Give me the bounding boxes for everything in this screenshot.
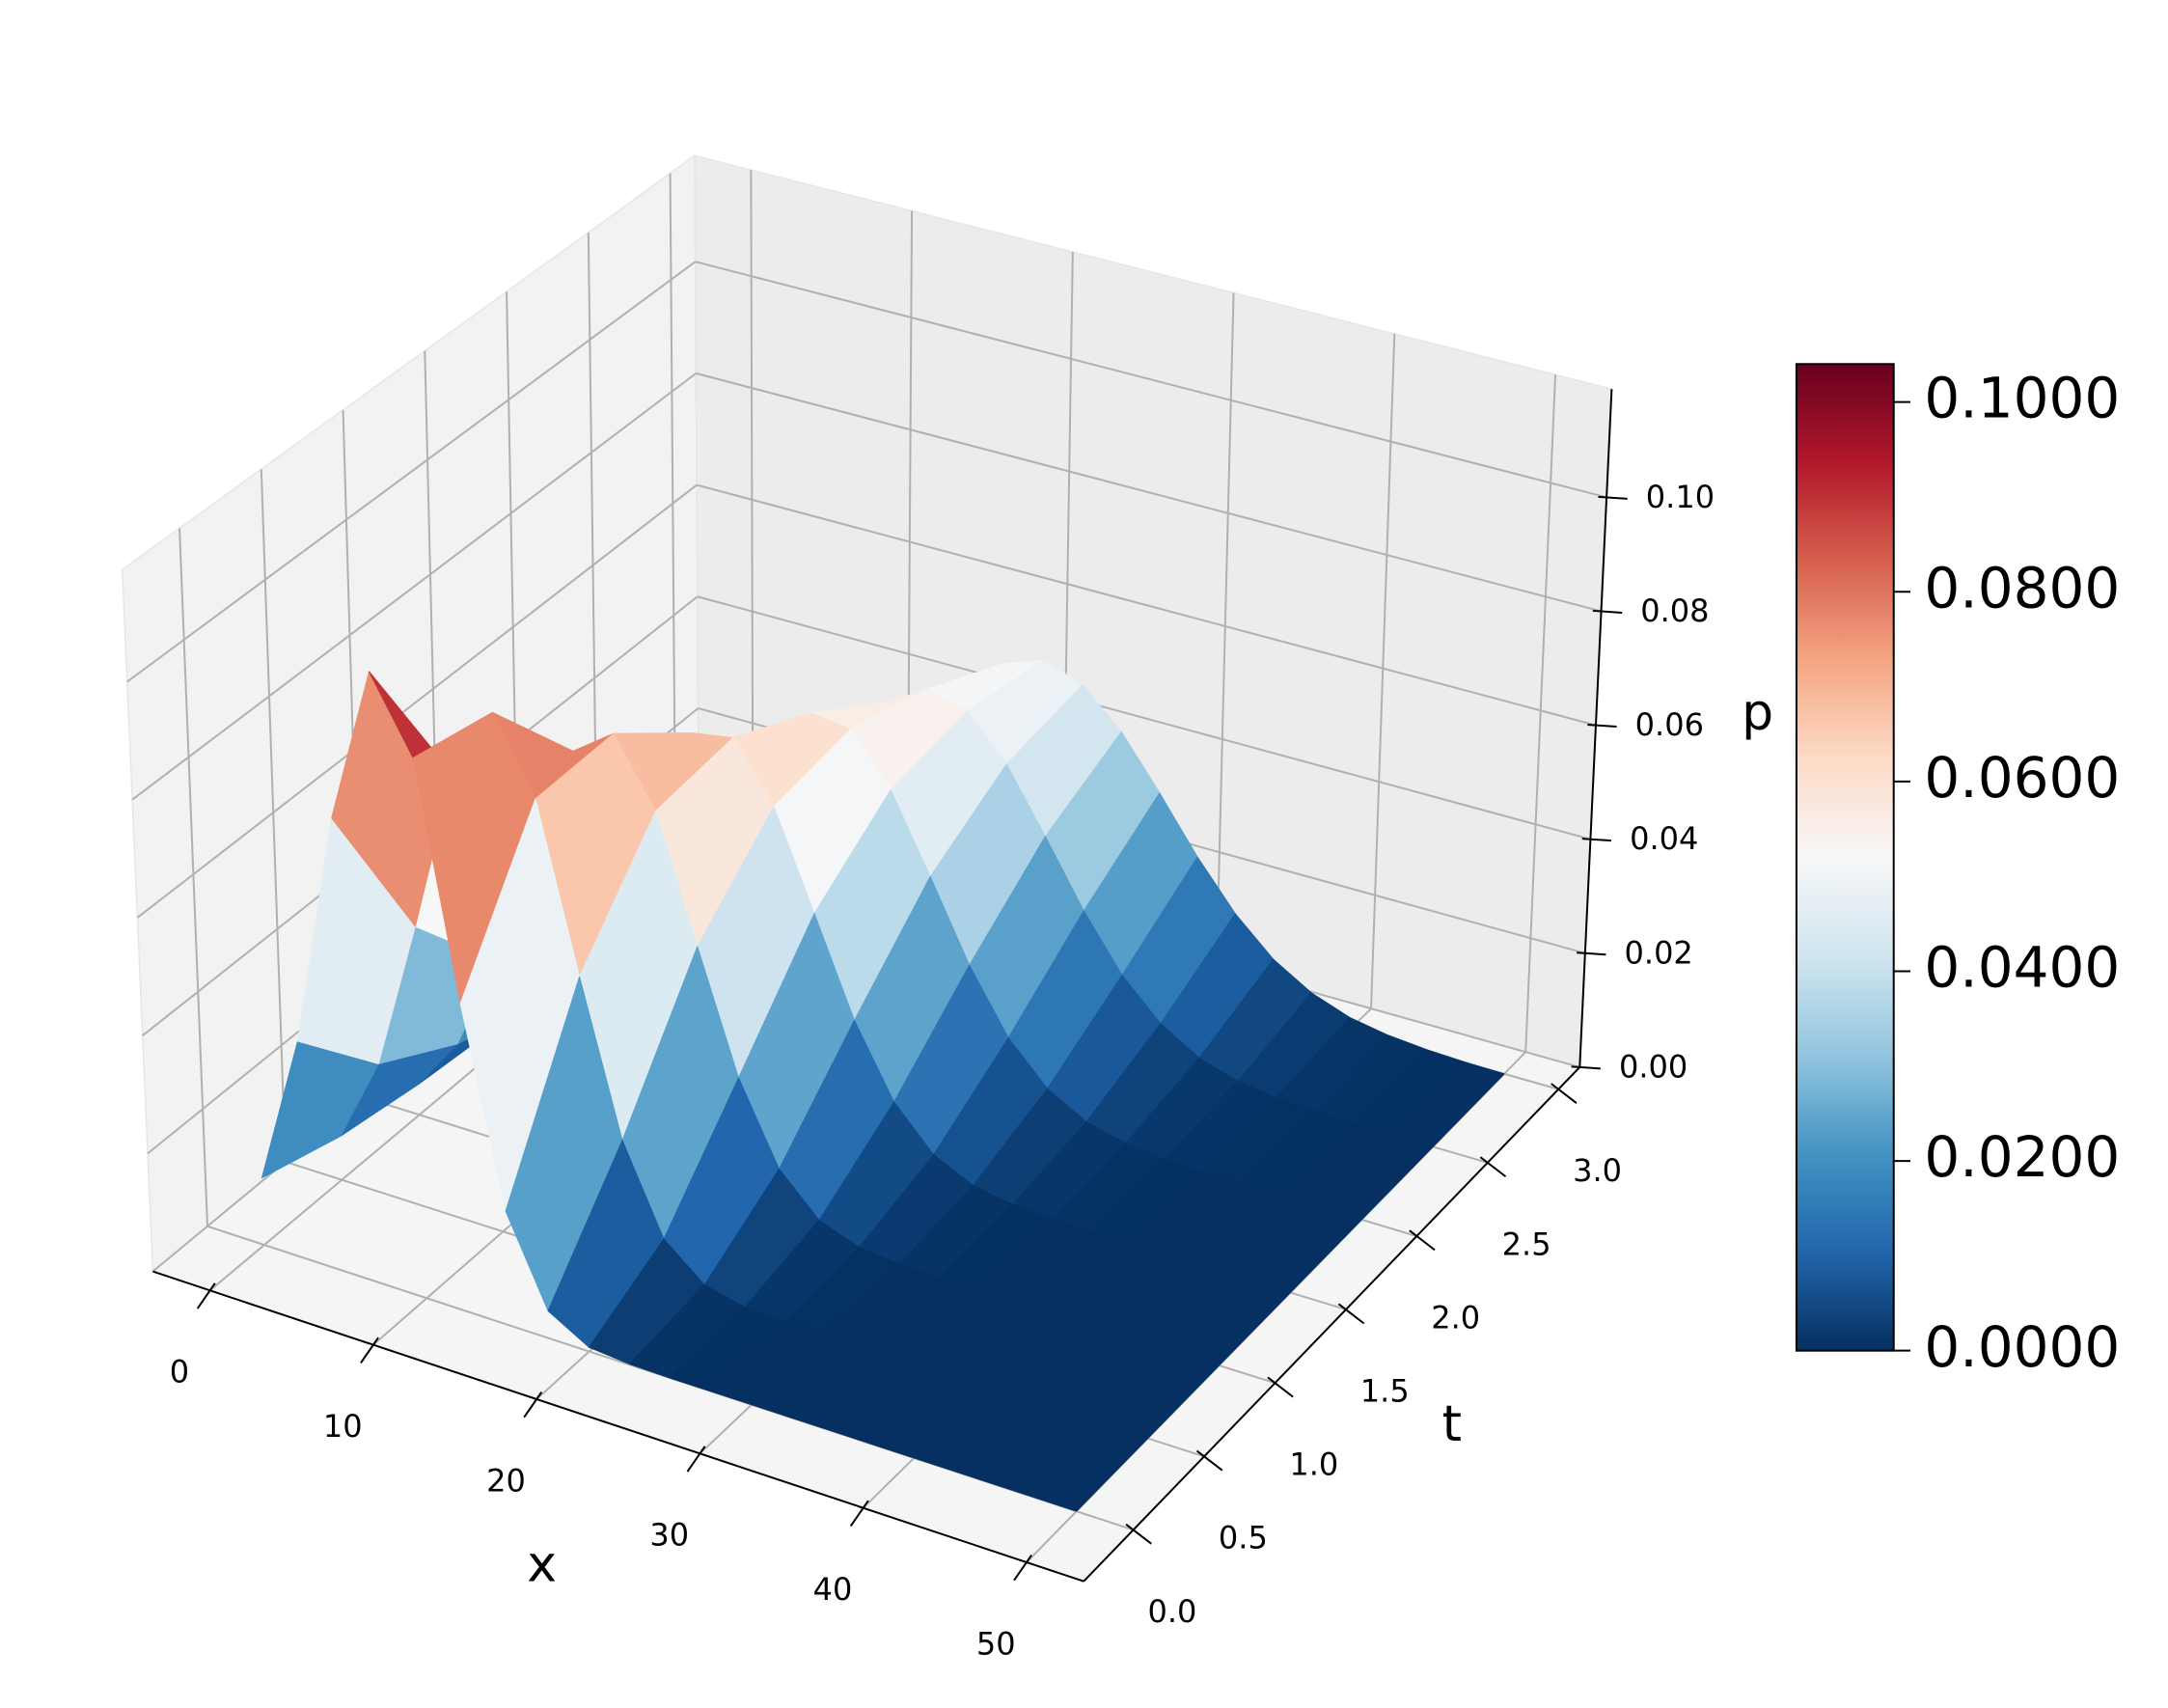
z-tick-label: 0.04 (1630, 820, 1698, 857)
z-tick-label: 0.06 (1635, 706, 1704, 743)
grid-line (696, 372, 1602, 613)
grid-line (136, 483, 698, 919)
x-tick (686, 1446, 706, 1473)
x-tick-label: 30 (649, 1517, 689, 1554)
z-axis-label: p (1742, 684, 1773, 742)
grid-line (126, 261, 697, 683)
y-tick-label: 1.0 (1289, 1446, 1338, 1483)
y-axis (1083, 1066, 1580, 1583)
y-tick-label: 0.5 (1219, 1520, 1268, 1556)
y-tick-label: 2.0 (1431, 1299, 1480, 1336)
grid-line (695, 261, 1607, 499)
grid-line (131, 372, 698, 801)
y-tick (1125, 1523, 1152, 1545)
x-tick-label: 40 (813, 1571, 853, 1608)
x-axis-label: x (527, 1535, 557, 1593)
z-tick (1592, 609, 1623, 614)
y-tick (1267, 1376, 1294, 1398)
y-tick-label: 3.0 (1573, 1152, 1622, 1189)
y-tick (1337, 1303, 1365, 1325)
z-tick (1577, 951, 1606, 956)
colorbar-tick-label: 0.1000 (1924, 366, 2120, 431)
x-tick (523, 1391, 543, 1419)
x-tick-label: 20 (486, 1462, 526, 1499)
x-tick (360, 1336, 379, 1364)
y-tick (1479, 1156, 1507, 1178)
grid-line (697, 595, 1591, 840)
colorbar-tick-label: 0.0400 (1924, 935, 2120, 1001)
x-tick (1013, 1554, 1032, 1582)
x-tick-label: 10 (323, 1408, 363, 1445)
y-tick (1195, 1449, 1223, 1472)
surface-face (1035, 1424, 1149, 1512)
y-tick (1551, 1083, 1578, 1104)
z-tick (1587, 724, 1617, 729)
colorbar (1795, 363, 1895, 1352)
y-axis-label: t (1442, 1395, 1462, 1453)
z-tick (1571, 1065, 1601, 1070)
y-tick (1409, 1229, 1436, 1252)
colorbar-tick-label: 0.0200 (1924, 1124, 2120, 1190)
grid-line (696, 483, 1597, 727)
z-tick (1581, 838, 1612, 842)
z-tick-label: 0.08 (1640, 592, 1709, 629)
z-tick-label: 0.02 (1625, 934, 1693, 971)
colorbar-tick-label: 0.0800 (1924, 555, 2120, 620)
z-tick-label: 0.10 (1646, 479, 1715, 515)
colorbar-tick-label: 0.0600 (1924, 745, 2120, 811)
y-tick-label: 1.5 (1360, 1372, 1410, 1409)
x-tick-label: 50 (976, 1625, 1016, 1662)
x-tick (196, 1282, 216, 1309)
x-axis (152, 1270, 1084, 1583)
y-tick-label: 0.0 (1147, 1593, 1196, 1630)
z-tick-label: 0.00 (1619, 1048, 1688, 1085)
colorbar-tick-label: 0.0000 (1924, 1314, 2120, 1380)
x-tick (849, 1500, 869, 1527)
z-tick (1598, 495, 1628, 500)
y-tick-label: 2.5 (1502, 1226, 1551, 1262)
x-tick-label: 0 (170, 1354, 189, 1391)
